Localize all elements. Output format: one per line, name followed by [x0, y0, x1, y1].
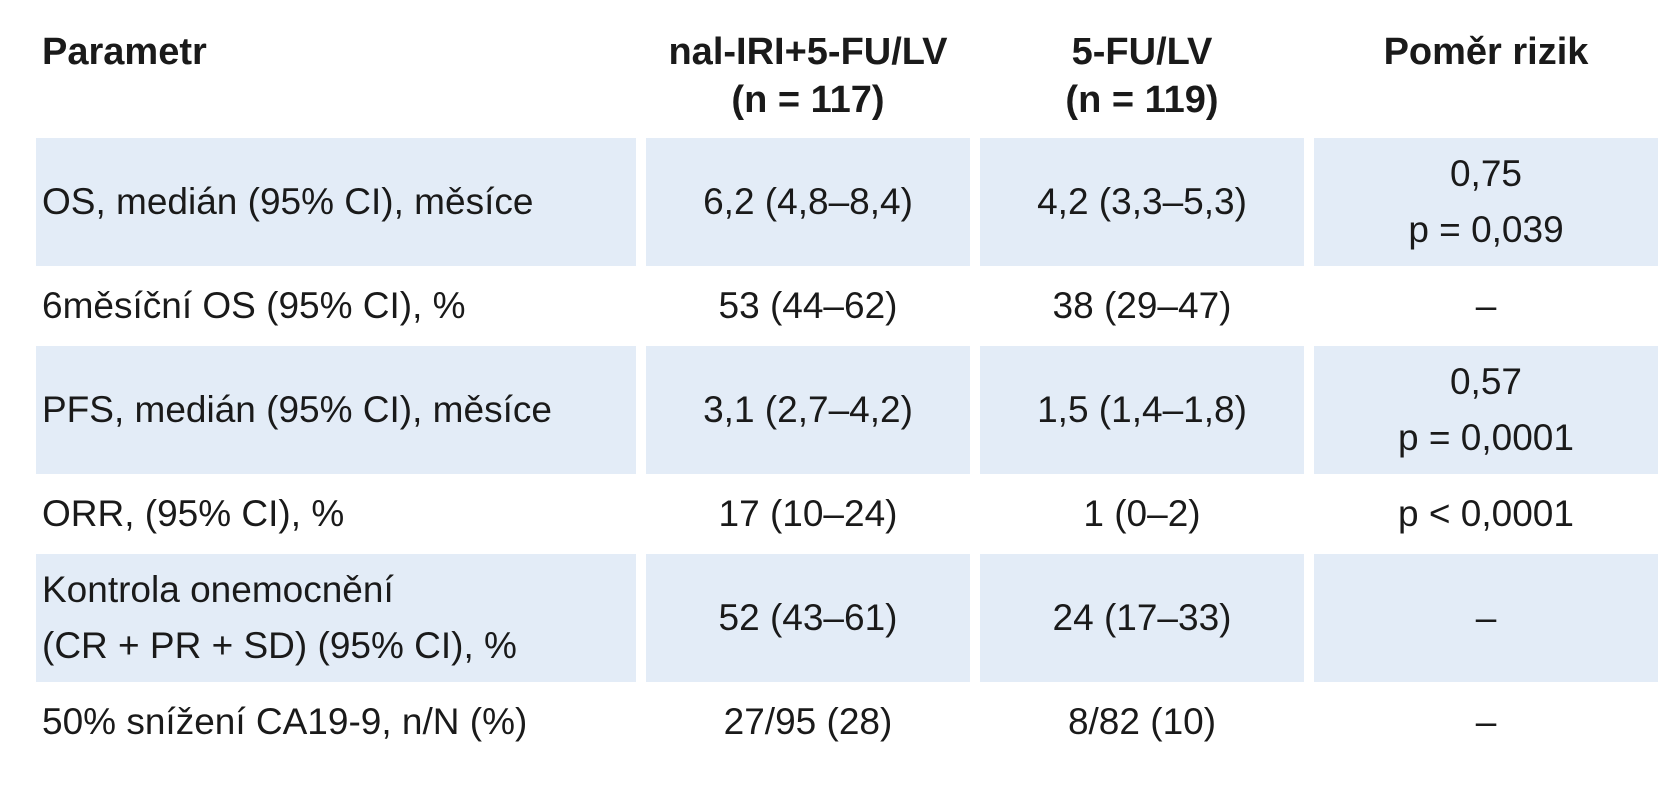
header-hazard-ratio: Poměr rizik: [1314, 14, 1658, 134]
cell-arm-5fu: 1 (0–2): [980, 478, 1304, 550]
header-arm-5fu-n: (n = 119): [1065, 79, 1219, 121]
cell-hazard-ratio: 0,57 p = 0,0001: [1314, 346, 1658, 474]
cell-arm-5fu: 4,2 (3,3–5,3): [980, 138, 1304, 266]
cell-arm-5fu: 8/82 (10): [980, 686, 1304, 758]
cell-arm-5fu: 1,5 (1,4–1,8): [980, 346, 1304, 474]
table-row: 6měsíční OS (95% CI), % 53 (44–62) 38 (2…: [36, 270, 1658, 342]
table-row: 50% snížení CA19-9, n/N (%) 27/95 (28) 8…: [36, 686, 1658, 758]
table-row: OS, medián (95% CI), měsíce 6,2 (4,8–8,4…: [36, 138, 1658, 266]
cell-parameter: OS, medián (95% CI), měsíce: [36, 138, 636, 266]
cell-parameter: Kontrola onemocnění (CR + PR + SD) (95% …: [36, 554, 636, 682]
table-row: Kontrola onemocnění (CR + PR + SD) (95% …: [36, 554, 1658, 682]
cell-hazard-ratio: –: [1314, 686, 1658, 758]
cell-parameter: ORR, (95% CI), %: [36, 478, 636, 550]
results-table-container: Parametr nal-IRI+5-FU/LV (n = 117) 5-FU/…: [26, 10, 1658, 762]
results-table: Parametr nal-IRI+5-FU/LV (n = 117) 5-FU/…: [26, 10, 1668, 762]
cell-parameter: PFS, medián (95% CI), měsíce: [36, 346, 636, 474]
cell-hazard-ratio: –: [1314, 554, 1658, 682]
cell-arm-nal-iri: 53 (44–62): [646, 270, 970, 342]
cell-hazard-ratio: p < 0,0001: [1314, 478, 1658, 550]
header-arm-5fu-name: 5-FU/LV: [1071, 31, 1213, 73]
cell-arm-nal-iri: 27/95 (28): [646, 686, 970, 758]
table-header-row: Parametr nal-IRI+5-FU/LV (n = 117) 5-FU/…: [36, 14, 1658, 134]
cell-arm-nal-iri: 17 (10–24): [646, 478, 970, 550]
cell-parameter: 6měsíční OS (95% CI), %: [36, 270, 636, 342]
cell-arm-nal-iri: 6,2 (4,8–8,4): [646, 138, 970, 266]
header-arm-nal-iri-name: nal-IRI+5-FU/LV: [668, 31, 948, 73]
cell-arm-nal-iri: 3,1 (2,7–4,2): [646, 346, 970, 474]
cell-arm-5fu: 24 (17–33): [980, 554, 1304, 682]
table-row: PFS, medián (95% CI), měsíce 3,1 (2,7–4,…: [36, 346, 1658, 474]
cell-hazard-ratio: 0,75 p = 0,039: [1314, 138, 1658, 266]
header-arm-nal-iri-n: (n = 117): [731, 79, 885, 121]
header-parameter: Parametr: [36, 14, 636, 134]
cell-arm-nal-iri: 52 (43–61): [646, 554, 970, 682]
header-arm-5fu: 5-FU/LV (n = 119): [980, 14, 1304, 134]
cell-parameter: 50% snížení CA19-9, n/N (%): [36, 686, 636, 758]
table-row: ORR, (95% CI), % 17 (10–24) 1 (0–2) p < …: [36, 478, 1658, 550]
header-arm-nal-iri: nal-IRI+5-FU/LV (n = 117): [646, 14, 970, 134]
cell-arm-5fu: 38 (29–47): [980, 270, 1304, 342]
cell-hazard-ratio: –: [1314, 270, 1658, 342]
